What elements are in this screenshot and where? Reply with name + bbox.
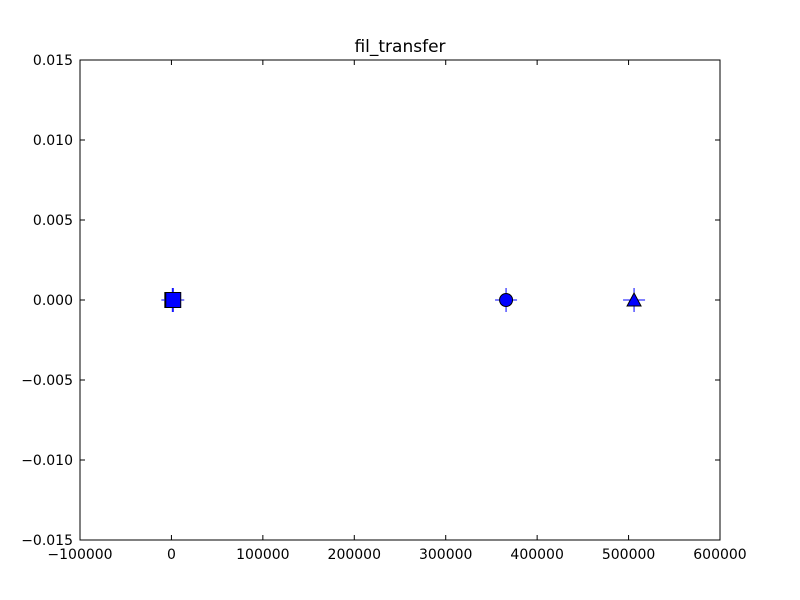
x-tick-label: 500000: [602, 547, 655, 563]
y-tick-label: −0.010: [21, 453, 73, 469]
data-points: [161, 288, 646, 312]
y-tick-label: −0.005: [21, 373, 73, 389]
axis-ticks: −100000 0 100000 200000 300000 400000 500000 60…: [21, 53, 747, 563]
data-point-triangle: [623, 288, 646, 312]
x-tick-label: 0: [167, 547, 176, 563]
data-point-circle: [495, 288, 518, 312]
x-tick-label: 600000: [693, 547, 746, 563]
x-tick-label: 300000: [419, 547, 472, 563]
x-tick-label: 100000: [236, 547, 289, 563]
y-tick-label: 0.010: [33, 133, 73, 149]
plot-area: [80, 60, 720, 540]
plot-frame: [79, 59, 721, 541]
square-marker: [165, 292, 182, 308]
data-point-square: [162, 288, 185, 312]
y-tick-label: −0.015: [21, 533, 73, 549]
chart-title: fil_transfer: [354, 37, 445, 57]
y-tick-label: 0.015: [33, 53, 73, 69]
x-tick-label: 200000: [328, 547, 381, 563]
x-tick-label: −100000: [47, 547, 112, 563]
x-tick-label: 400000: [510, 547, 563, 563]
y-tick-label: 0.000: [33, 293, 73, 309]
y-tick-label: 0.005: [33, 213, 73, 229]
circle-marker: [499, 293, 514, 307]
triangle-marker: [626, 291, 642, 307]
